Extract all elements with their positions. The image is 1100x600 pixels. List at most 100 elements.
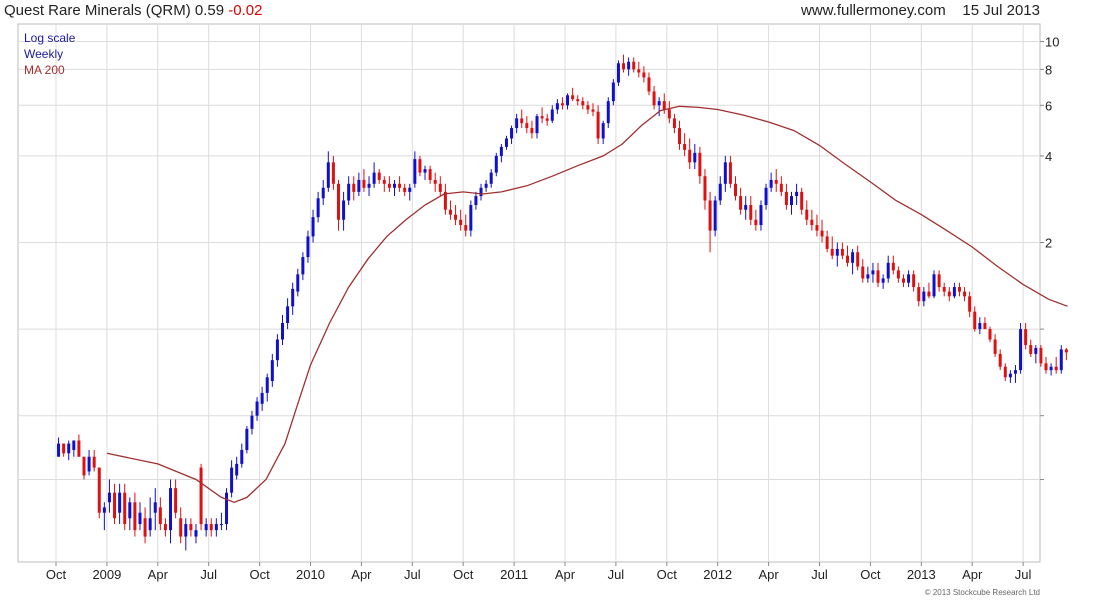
candle-up <box>194 530 198 537</box>
candle-up <box>230 467 234 493</box>
candle-down <box>209 524 213 531</box>
candle-up <box>535 116 539 134</box>
x-tick-label: Apr <box>148 567 169 582</box>
candle-down <box>398 183 402 188</box>
candle-up <box>616 63 620 83</box>
candle-up <box>718 183 722 201</box>
candle-up <box>347 183 351 201</box>
candle-down <box>688 149 692 163</box>
candle-down <box>891 262 895 271</box>
candle-up <box>515 118 519 129</box>
copyright-notice: © 2013 Stockcube Research Ltd <box>924 588 1040 597</box>
candle-down <box>1029 345 1033 354</box>
candle-down <box>377 172 381 180</box>
x-tick-label: Jul <box>811 567 828 582</box>
x-tick-label: 2011 <box>500 567 528 582</box>
candle-up <box>219 524 223 526</box>
candle-up <box>275 339 279 361</box>
candle-down <box>861 266 865 279</box>
candle-down <box>362 179 366 188</box>
candle-down <box>622 63 626 70</box>
y-tick-label: 10 <box>1045 34 1059 49</box>
legend-log-scale: Log scale <box>24 31 76 45</box>
candle-down <box>754 219 758 226</box>
candle-down <box>92 456 96 468</box>
candle-down <box>77 440 81 457</box>
candle-up <box>225 492 229 525</box>
candle-down <box>815 225 819 231</box>
candle-down <box>352 183 356 192</box>
candle-up <box>759 205 763 226</box>
candle-down <box>983 323 987 330</box>
candle-down <box>662 101 666 110</box>
candle-down <box>586 105 590 110</box>
x-tick-label: Jul <box>404 567 421 582</box>
candle-down <box>652 91 656 106</box>
candle-down <box>968 296 972 312</box>
candle-up <box>881 278 885 283</box>
candle-down <box>1024 329 1028 346</box>
candle-up <box>148 518 152 531</box>
chart-date: 15 Jul 2013 <box>962 2 1040 19</box>
candle-down <box>840 248 844 256</box>
candle-up <box>723 162 727 184</box>
candle-up <box>1019 329 1023 371</box>
candle-up <box>138 512 142 525</box>
chart-title: Quest Rare Minerals (QRM) 0.59 -0.02 <box>4 2 262 19</box>
x-tick-label: Oct <box>46 567 67 582</box>
x-tick-label: Oct <box>453 567 474 582</box>
candle-down <box>1039 347 1043 364</box>
candle-up <box>326 162 330 188</box>
candle-down <box>845 255 849 263</box>
candle-down <box>123 492 127 525</box>
candle-down <box>698 152 702 177</box>
candle-down <box>387 183 391 188</box>
candle-down <box>647 77 651 92</box>
candle-down <box>113 492 117 519</box>
candle-up <box>479 187 483 197</box>
candle-down <box>957 287 961 292</box>
x-tick-label: Apr <box>555 567 576 582</box>
candle-down <box>642 72 646 78</box>
legend-period: Weekly <box>24 47 64 61</box>
candle-down <box>825 236 829 249</box>
candle-down <box>545 118 549 121</box>
candle-down <box>1064 349 1068 353</box>
last-price: 0.59 <box>194 2 225 19</box>
candle-down <box>336 183 340 220</box>
candle-down <box>810 219 814 226</box>
candle-down <box>749 205 753 220</box>
x-tick-label: Jul <box>1015 567 1032 582</box>
candle-up <box>72 440 76 450</box>
candle-down <box>1003 366 1007 378</box>
candle-up <box>270 360 274 382</box>
candle-up <box>922 291 926 302</box>
candle-down <box>133 502 137 531</box>
candle-down <box>734 183 738 197</box>
candle-down <box>784 191 788 206</box>
candle-up <box>291 288 295 307</box>
site-url[interactable]: www.fullermoney.com <box>800 2 946 19</box>
candle-down <box>1044 363 1048 371</box>
candle-down <box>448 209 452 215</box>
candle-up <box>494 155 498 173</box>
candle-down <box>993 339 997 354</box>
candle-down <box>560 103 564 106</box>
candle-up <box>566 95 570 106</box>
candle-down <box>525 123 529 129</box>
candle-up <box>214 524 218 531</box>
candle-up <box>744 205 748 210</box>
candle-up <box>713 200 717 231</box>
candle-up <box>311 217 315 237</box>
candle-up <box>1034 347 1038 354</box>
candle-up <box>260 392 264 404</box>
x-tick-label: 2013 <box>907 567 936 582</box>
candle-down <box>947 291 951 297</box>
candle-up <box>555 103 559 110</box>
price-change: -0.02 <box>228 2 263 19</box>
candle-up <box>423 169 427 173</box>
candle-up <box>184 524 188 537</box>
candle-up <box>499 146 503 156</box>
x-tick-label: Apr <box>758 567 779 582</box>
chart-source: www.fullermoney.com 15 Jul 2013 <box>801 2 1040 19</box>
